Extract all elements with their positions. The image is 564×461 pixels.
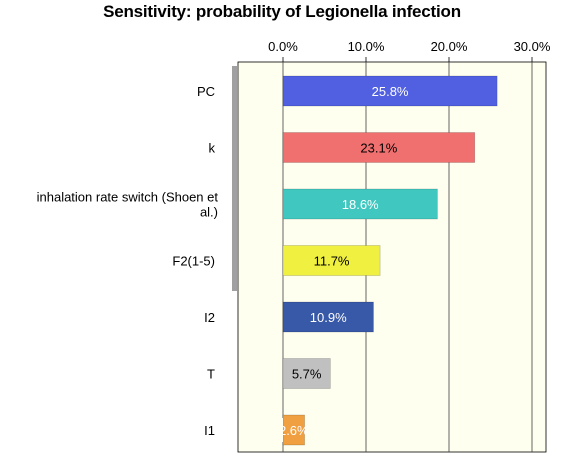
bar — [282, 245, 381, 276]
category-label: F2(1-5) — [172, 254, 215, 269]
category-label: I1 — [204, 423, 215, 438]
scroll-strip — [232, 66, 237, 291]
x-tick-label: 20.0% — [431, 39, 468, 54]
x-tick-label: 10.0% — [348, 39, 385, 54]
data-label: 11.7% — [314, 254, 350, 269]
data-label: 5.7% — [292, 367, 322, 382]
bar — [282, 188, 438, 220]
x-tick-label: 0.0% — [268, 39, 298, 54]
data-label: 18.6% — [342, 197, 379, 212]
bar — [282, 132, 476, 163]
bar — [282, 75, 498, 107]
data-label: 10.9% — [310, 310, 347, 325]
chart-title: Sensitivity: probability of Legionella i… — [103, 2, 461, 21]
category-label: al.) — [200, 205, 218, 220]
category-label: PC — [197, 84, 215, 99]
x-tick-label: 30.0% — [514, 39, 551, 54]
data-label: 25.8% — [372, 84, 409, 99]
data-label: 23.1% — [360, 141, 397, 156]
category-label: I2 — [204, 310, 215, 325]
category-label: inhalation rate switch (Shoen et — [37, 190, 219, 205]
bar — [282, 358, 331, 389]
data-label: 2.6% — [279, 423, 309, 438]
category-label: k — [209, 141, 216, 156]
bar — [282, 301, 374, 333]
category-label: T — [207, 367, 215, 382]
label-clip-mask — [265, 418, 283, 442]
